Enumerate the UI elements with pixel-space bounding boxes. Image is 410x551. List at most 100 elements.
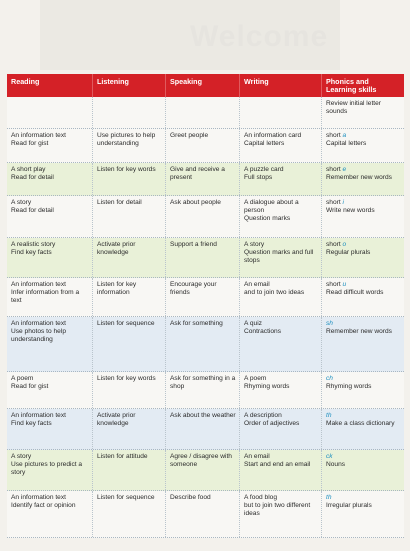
header-writing: Writing: [240, 74, 322, 97]
reading-cell: An information text Infer information fro…: [7, 278, 93, 316]
speaking-function: Ask for something in a shop: [170, 375, 236, 391]
listening-skill: Listen for sequence: [97, 494, 155, 501]
reading-skill: Read for gist: [11, 140, 49, 148]
reading-skill: Find key facts: [11, 249, 52, 257]
speaking-cell: [166, 97, 240, 128]
skills-table: Reading Listening Speaking Writing Phoni…: [7, 74, 404, 538]
header-speaking: Speaking: [166, 74, 240, 97]
speaking-function: Give and receive a present: [170, 166, 225, 182]
listening-skill: Listen for sequence: [97, 320, 155, 327]
listening-cell: Use pictures to help understanding: [93, 129, 166, 162]
phonics-letters: e: [342, 166, 347, 173]
writing-cell: A story Question marks and full stops: [240, 238, 322, 277]
phonics-sound: sh: [326, 320, 401, 328]
writing-skill: but to join two different ideas: [244, 502, 311, 518]
phonics-letters: ck: [326, 453, 333, 460]
reading-skill: Infer information from a text: [11, 289, 80, 305]
listening-cell: Activate prior knowledge: [93, 409, 166, 449]
table-row: A short play Read for detail Listen for ke…: [7, 163, 404, 196]
background-title: Welcome: [190, 20, 329, 53]
phonics-sound: ck: [326, 453, 401, 461]
writing-skill: Start and end an email: [244, 461, 311, 469]
reading-text-type: A realistic story: [11, 241, 56, 248]
phonics-cell: sh Remember new words: [322, 317, 404, 371]
phonics-sound: th: [326, 412, 401, 420]
speaking-function: Describe food: [170, 494, 211, 501]
writing-cell: An information card Capital letters: [240, 129, 322, 162]
phonics-prefix: short: [326, 132, 343, 139]
header-listening: Listening: [93, 74, 166, 97]
writing-skill: Order of adjectives: [244, 420, 300, 428]
learning-skill: Review initial letter sounds: [326, 100, 381, 116]
phonics-sound: short a: [326, 132, 401, 140]
table-row: A realistic story Find key facts Activate …: [7, 238, 404, 278]
reading-skill: Use pictures to predict a story: [11, 461, 83, 477]
learning-skill: Remember new words: [326, 174, 392, 182]
speaking-cell: Ask about the weather: [166, 409, 240, 449]
table-row: An information text Infer information fro…: [7, 278, 404, 317]
phonics-letters: o: [342, 241, 347, 248]
reading-text-type: A poem: [11, 375, 34, 382]
writing-text-type: An information card: [244, 132, 302, 139]
reading-skill: Identify fact or opinion: [11, 502, 76, 510]
phonics-letters: th: [326, 412, 332, 419]
listening-cell: Listen for sequence: [93, 491, 166, 537]
speaking-cell: Agree / disagree with someone: [166, 450, 240, 490]
phonics-cell: short i Write new words: [322, 196, 404, 237]
listening-cell: Listen for key information: [93, 278, 166, 316]
learning-skill: Irregular plurals: [326, 502, 372, 510]
header-reading: Reading: [7, 74, 93, 97]
speaking-function: Ask about the weather: [170, 412, 236, 419]
listening-cell: Listen for key words: [93, 372, 166, 408]
speaking-cell: Support a friend: [166, 238, 240, 277]
reading-cell: A short play Read for detail: [7, 163, 93, 195]
learning-skill: Make a class dictionary: [326, 420, 395, 428]
listening-cell: Listen for key words: [93, 163, 166, 195]
writing-skill: Question marks and full stops: [244, 249, 314, 265]
reading-cell: A poem Read for gist: [7, 372, 93, 408]
learning-skill: Read difficult words: [326, 289, 384, 297]
writing-cell: An email and to join two ideas: [240, 278, 322, 316]
phonics-letters: a: [342, 132, 347, 139]
reading-cell: [7, 97, 93, 128]
table-row: Review initial letter sounds: [7, 97, 404, 129]
listening-skill: Listen for key words: [97, 375, 156, 382]
writing-cell: A description Order of adjectives: [240, 409, 322, 449]
phonics-letters: sh: [326, 320, 333, 327]
table-row: A story Read for detail Listen for detail A…: [7, 196, 404, 238]
writing-text-type: An email: [244, 453, 270, 460]
listening-skill: Activate prior knowledge: [97, 412, 136, 428]
phonics-letters: i: [342, 199, 344, 206]
reading-cell: An information text Read for gist: [7, 129, 93, 162]
phonics-sound: short o: [326, 241, 401, 249]
writing-skill: Contractions: [244, 328, 282, 336]
table-row: An information text Find key facts Activat…: [7, 409, 404, 450]
writing-text-type: A quiz: [244, 320, 262, 327]
phonics-sound: short i: [326, 199, 401, 207]
phonics-cell: short e Remember new words: [322, 163, 404, 195]
speaking-cell: Ask about people: [166, 196, 240, 237]
reading-text-type: A short play: [11, 166, 46, 173]
phonics-letters: th: [326, 494, 332, 501]
writing-cell: A dialogue about a person Question marks: [240, 196, 322, 237]
phonics-cell: short o Regular plurals: [322, 238, 404, 277]
phonics-sound: short u: [326, 281, 401, 289]
reading-skill: Read for detail: [11, 174, 54, 182]
listening-skill: Listen for key information: [97, 281, 137, 297]
table-row: A poem Read for gist Listen for key words A…: [7, 372, 404, 409]
reading-text-type: An information text: [11, 494, 66, 501]
table-row: A story Use pictures to predict a story Li…: [7, 450, 404, 491]
reading-cell: A realistic story Find key facts: [7, 238, 93, 277]
writing-text-type: A food blog: [244, 494, 277, 501]
speaking-cell: Greet people: [166, 129, 240, 162]
phonics-cell: th Irregular plurals: [322, 491, 404, 537]
writing-skill: Full stops: [244, 174, 273, 182]
phonics-cell: ch Rhyming words: [322, 372, 404, 408]
speaking-cell: Encourage your friends: [166, 278, 240, 316]
writing-cell: A puzzle card Full stops: [240, 163, 322, 195]
writing-skill: Question marks: [244, 215, 291, 223]
speaking-cell: Give and receive a present: [166, 163, 240, 195]
reading-text-type: A story: [11, 453, 32, 460]
phonics-sound: th: [326, 494, 401, 502]
speaking-function: Ask for something: [170, 320, 223, 327]
